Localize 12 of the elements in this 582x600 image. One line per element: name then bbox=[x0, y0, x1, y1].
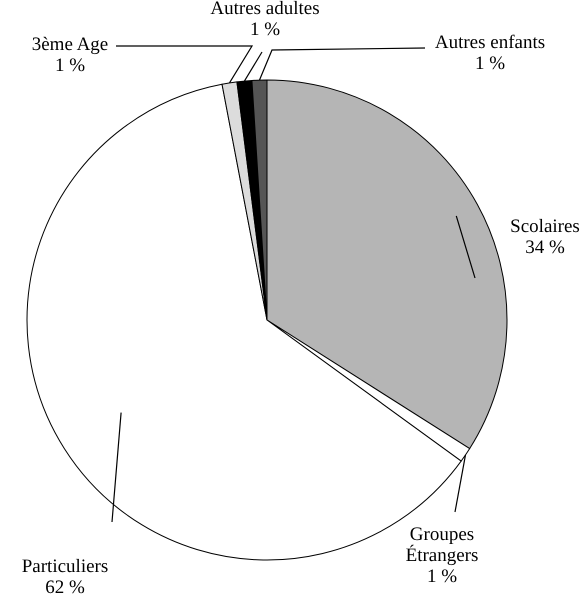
slice-label: Particuliers bbox=[22, 556, 108, 577]
slice-label: Autres enfants bbox=[434, 32, 546, 53]
slice-label: Groupes Étrangers bbox=[406, 524, 478, 566]
data-label: 62 % bbox=[45, 577, 85, 598]
slice-label: 3ème Age bbox=[32, 34, 108, 55]
data-label: 1 % bbox=[54, 55, 86, 76]
slice-label: Scolaires bbox=[510, 216, 580, 237]
slice-label: Autres adultes bbox=[210, 0, 320, 19]
data-label: 1 % bbox=[474, 53, 506, 74]
data-label: 34 % bbox=[525, 237, 565, 258]
data-label: 1 % bbox=[250, 19, 280, 40]
data-label: 1 % bbox=[426, 566, 458, 587]
